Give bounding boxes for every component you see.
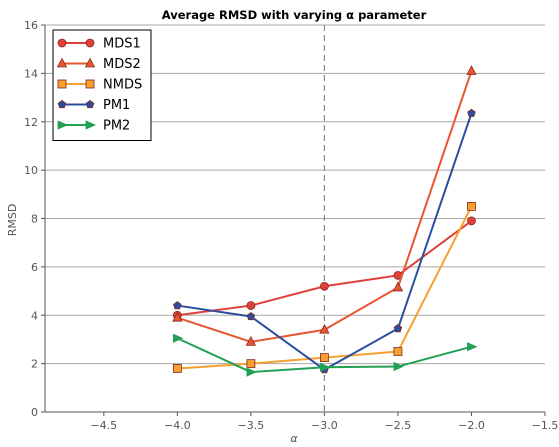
legend-marker: [85, 100, 95, 109]
data-point: [246, 359, 256, 369]
legend-marker: [85, 120, 96, 130]
series-pm2: [172, 333, 478, 377]
y-tick-label: 8: [31, 213, 38, 226]
y-tick-label: 0: [31, 406, 38, 419]
y-tick-label: 6: [31, 261, 38, 274]
data-point: [172, 333, 184, 343]
data-point: [319, 323, 330, 334]
data-point: [246, 311, 256, 321]
data-point: [172, 311, 183, 322]
y-tick-label: 10: [24, 164, 38, 177]
x-tick-label: −2.5: [385, 419, 412, 432]
y-axis-ticks: 0 2 4 6 8 10 12 14 16: [24, 19, 45, 419]
x-tick-label: −1.5: [532, 419, 559, 432]
legend-label: MDS1: [103, 37, 141, 52]
data-point: [467, 342, 478, 352]
y-axis-label: RMSD: [6, 204, 19, 237]
data-point: [173, 301, 182, 310]
legend-item: PM1: [57, 98, 130, 113]
legend-label: NMDS: [103, 78, 142, 93]
legend-item: PM2: [57, 119, 130, 134]
x-tick-label: −4.0: [164, 419, 191, 432]
legend-marker: [85, 79, 95, 89]
legend-label: PM2: [103, 119, 130, 134]
legend-marker: [84, 57, 96, 68]
data-point: [246, 367, 257, 377]
data-point: [320, 353, 329, 362]
x-tick-label: −4.5: [90, 419, 117, 432]
legend: MDS1 MDS2 NMDS PM1 PM2: [52, 29, 152, 141]
data-point: [392, 281, 404, 292]
y-tick-label: 2: [31, 358, 38, 371]
data-point: [172, 364, 182, 373]
legend-marker: [57, 100, 67, 109]
x-axis-ticks: −4.5 −4.0 −3.5 −3.0 −2.5 −2.0 −1.5: [90, 412, 558, 432]
series-layer: [172, 65, 478, 377]
x-tick-label: −3.0: [311, 419, 338, 432]
x-tick-label: −3.5: [238, 419, 265, 432]
legend-item: MDS1: [57, 37, 141, 52]
series-nmds: [172, 202, 476, 373]
y-tick-label: 4: [31, 309, 38, 322]
legend-marker: [57, 120, 68, 130]
data-point: [320, 362, 331, 372]
x-axis-label: α: [290, 432, 298, 445]
y-tick-label: 14: [24, 67, 38, 80]
data-point: [393, 347, 403, 356]
series-mds2: [172, 65, 477, 346]
legend-item: MDS2: [56, 57, 141, 72]
chart-title: Average RMSD with varying α parameter: [162, 8, 427, 22]
legend-label: PM1: [103, 98, 130, 113]
data-point: [393, 324, 403, 333]
legend-marker: [56, 57, 68, 68]
data-point: [393, 361, 404, 372]
legend-item: NMDS: [57, 78, 142, 93]
y-tick-label: 16: [24, 19, 38, 32]
data-point: [466, 65, 477, 75]
data-point: [467, 216, 476, 226]
legend-marker: [85, 38, 95, 48]
x-tick-label: −2.0: [458, 419, 485, 432]
y-tick-label: 12: [24, 116, 38, 129]
legend-marker: [57, 79, 67, 89]
data-point: [467, 202, 476, 211]
legend-marker: [57, 38, 67, 48]
data-point: [467, 108, 476, 117]
legend-label: MDS2: [103, 57, 141, 72]
data-point: [246, 301, 256, 310]
legend-box: [52, 29, 152, 141]
data-point: [245, 336, 257, 346]
data-point: [320, 281, 329, 291]
